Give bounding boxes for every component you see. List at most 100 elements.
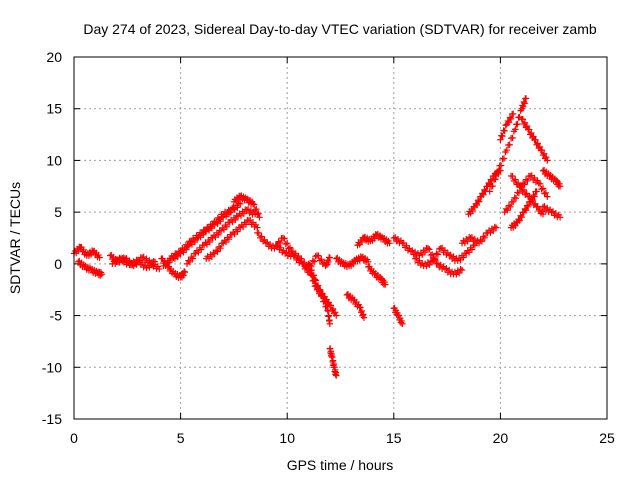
data-point-interp	[244, 206, 252, 213]
data-point-interp	[502, 122, 509, 129]
x-tick-label: 25	[599, 430, 615, 446]
data-point	[399, 320, 406, 328]
y-tick-label: -5	[50, 308, 63, 324]
data-point-interp	[433, 250, 440, 257]
data-point-interp	[195, 249, 202, 256]
data-point-interp	[360, 311, 367, 318]
data-point-interp	[465, 249, 473, 256]
data-point-interp	[327, 302, 335, 309]
data-point-interp	[528, 129, 535, 137]
data-point-interp	[195, 233, 202, 241]
data-point	[424, 245, 432, 252]
data-point	[249, 200, 257, 208]
data-point-interp	[455, 269, 463, 277]
data-point-interp	[525, 126, 533, 133]
data-point	[230, 205, 238, 213]
data-point	[539, 167, 547, 174]
data-point	[386, 239, 393, 247]
data-point-interp	[306, 261, 313, 269]
data-point-interp	[253, 205, 260, 213]
data-point-interp	[396, 314, 404, 322]
data-point	[509, 110, 517, 118]
data-point-interp	[507, 203, 514, 210]
data-point-interp	[540, 150, 548, 157]
data-point-interp	[531, 193, 538, 200]
data-point	[441, 265, 449, 273]
y-axis-label: SDTVAR / TECUs	[7, 182, 23, 294]
data-point-interp	[208, 253, 216, 260]
data-point-interp	[75, 247, 82, 255]
data-point-interp	[427, 257, 434, 265]
data-point-interp	[325, 312, 332, 319]
data-point-interp	[517, 212, 524, 219]
data-point-interp	[311, 258, 318, 265]
data-point-interp	[371, 235, 378, 242]
data-point	[371, 271, 378, 278]
data-point	[279, 234, 287, 242]
data-point-interp	[519, 103, 527, 111]
data-point-interp	[358, 307, 366, 315]
data-point-interp	[191, 236, 199, 244]
data-point-interp	[275, 238, 282, 245]
data-point	[333, 372, 340, 379]
data-point	[390, 234, 397, 242]
data-point-interp	[215, 243, 223, 250]
data-point-interp	[324, 307, 332, 315]
data-point-interp	[500, 155, 508, 162]
data-point-interp	[543, 153, 550, 161]
data-point-interp	[502, 205, 510, 213]
data-point	[497, 136, 504, 143]
data-point-interp	[206, 238, 213, 246]
data-point-interp	[532, 136, 539, 144]
data-point-interp	[542, 189, 550, 197]
data-point-interp	[509, 172, 516, 180]
data-point	[262, 239, 270, 247]
data-point-interp	[398, 317, 405, 325]
data-point	[454, 257, 461, 264]
y-tick-label: 10	[46, 152, 62, 168]
data-point-interp	[274, 241, 282, 249]
y-tick-label: 0	[54, 256, 62, 272]
data-point-interp	[520, 98, 528, 106]
data-point	[220, 239, 227, 247]
data-point-interp	[208, 224, 216, 232]
data-point-interp	[284, 239, 291, 247]
data-point-interp	[325, 258, 332, 266]
data-point-interp	[234, 204, 241, 211]
points-layer	[70, 95, 564, 379]
data-point-interp	[216, 216, 223, 223]
data-point	[96, 254, 103, 261]
data-point-interp	[212, 247, 220, 254]
data-point-interp	[227, 209, 234, 216]
data-point-interp	[480, 233, 487, 240]
data-point-interp	[252, 221, 260, 229]
data-point-interp	[308, 272, 315, 279]
data-point-interp	[505, 119, 513, 126]
data-point	[556, 183, 564, 190]
data-point-interp	[460, 254, 467, 261]
data-point-interp	[534, 140, 541, 147]
data-point-interp	[481, 234, 488, 242]
data-point-interp	[492, 176, 499, 183]
plot-frame	[73, 56, 608, 420]
data-point-interp	[506, 114, 514, 121]
data-point-interp	[286, 249, 293, 257]
data-point-interp	[223, 210, 230, 218]
data-point-interp	[400, 239, 407, 247]
data-point-interp	[256, 234, 264, 242]
data-point-interp	[214, 248, 221, 255]
data-point	[217, 227, 225, 234]
data-point-interp	[309, 257, 316, 264]
data-point-interp	[358, 238, 366, 246]
data-point	[428, 258, 436, 265]
data-point-interp	[522, 176, 530, 183]
data-point	[200, 242, 208, 249]
data-point	[556, 214, 564, 221]
data-point-interp	[522, 207, 530, 214]
data-point-interp	[430, 254, 437, 262]
data-point-interp	[395, 312, 402, 319]
x-tick-label: 0	[70, 430, 78, 446]
data-point	[533, 188, 540, 195]
data-point-interp	[423, 262, 430, 270]
